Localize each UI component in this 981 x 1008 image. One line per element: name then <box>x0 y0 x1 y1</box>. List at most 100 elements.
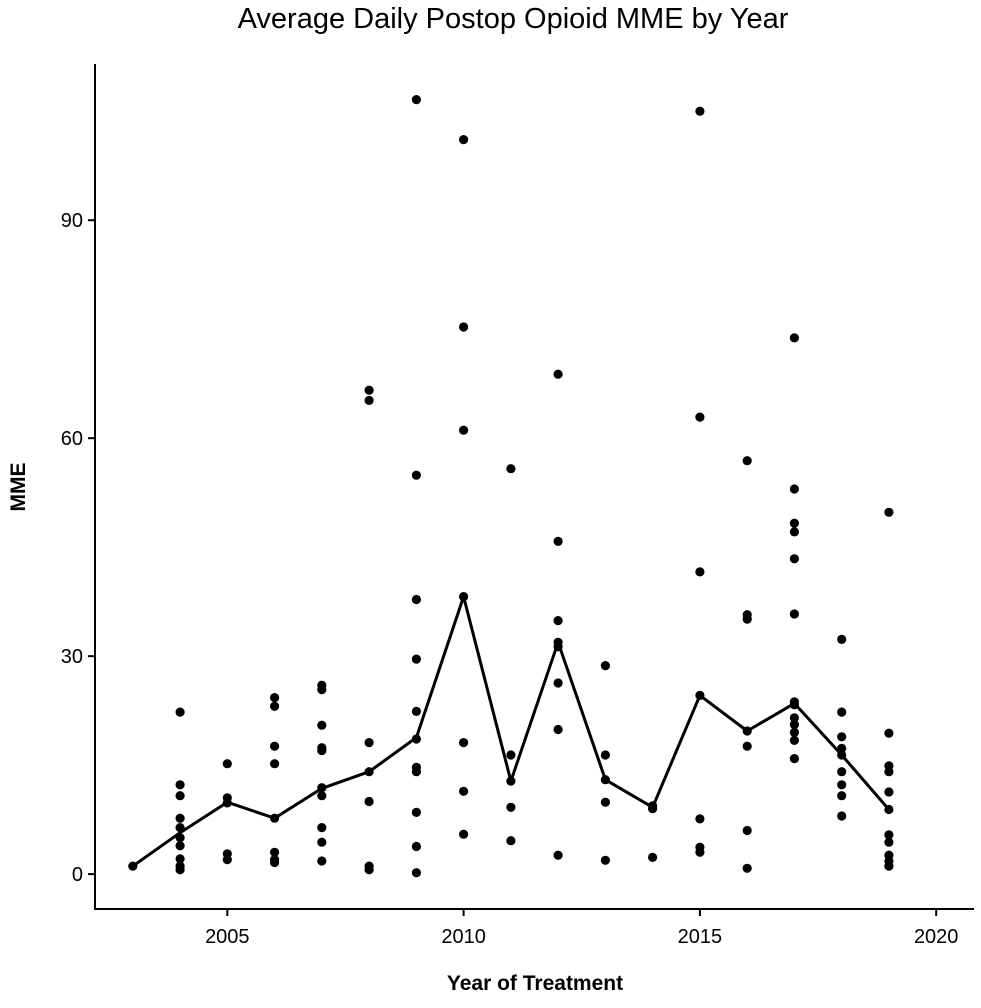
data-point <box>789 700 800 710</box>
data-point <box>506 776 516 786</box>
data-point <box>506 750 516 760</box>
data-point <box>411 767 421 777</box>
data-point <box>789 333 800 343</box>
data-point <box>695 847 705 857</box>
data-point <box>884 767 894 777</box>
data-point <box>175 707 185 717</box>
mean-line <box>131 595 891 868</box>
data-point <box>837 791 847 801</box>
data-point <box>553 642 563 652</box>
data-point <box>695 567 705 577</box>
data-point <box>175 791 185 801</box>
data-point <box>742 726 752 736</box>
data-point <box>222 759 232 769</box>
data-point <box>222 855 232 865</box>
data-point <box>553 616 563 626</box>
axes: 0 30 60 90 2005 2010 2015 2020 <box>61 64 974 948</box>
data-point <box>317 856 327 866</box>
y-tick-label: 60 <box>61 428 83 450</box>
plot-area <box>128 95 894 878</box>
data-point <box>317 720 327 730</box>
y-ticks: 0 30 60 90 <box>61 210 95 886</box>
data-point <box>695 412 705 422</box>
data-point <box>884 804 894 815</box>
data-point <box>837 811 847 821</box>
data-point <box>742 741 752 751</box>
data-point <box>317 685 327 695</box>
data-point <box>364 385 374 395</box>
data-point <box>742 614 752 624</box>
data-point <box>789 754 800 764</box>
y-tick-label: 0 <box>72 864 83 886</box>
x-ticks: 2005 2010 2015 2020 <box>205 909 958 948</box>
data-point <box>270 701 280 711</box>
x-tick-label: 2020 <box>914 926 959 948</box>
data-point <box>270 857 280 868</box>
y-axis-title: MME <box>7 463 30 512</box>
data-point <box>270 759 280 769</box>
data-point <box>884 507 894 517</box>
data-point <box>411 594 421 605</box>
data-point <box>789 609 800 619</box>
data-point <box>553 850 563 860</box>
data-point <box>411 470 421 480</box>
data-point <box>884 830 894 840</box>
data-point <box>600 855 611 865</box>
data-point <box>175 823 185 833</box>
data-point <box>553 678 563 688</box>
data-point <box>270 847 280 857</box>
data-point <box>411 868 421 878</box>
data-point <box>789 484 800 494</box>
data-point <box>648 804 658 814</box>
data-point <box>411 654 421 664</box>
data-point <box>411 95 421 105</box>
data-point <box>600 775 611 785</box>
data-point <box>364 796 374 807</box>
data-point <box>695 106 705 116</box>
data-point <box>364 767 374 777</box>
data-point <box>837 767 847 777</box>
data-point <box>364 738 374 748</box>
data-point <box>270 741 280 751</box>
data-point <box>459 425 469 435</box>
x-tick-label: 2010 <box>441 926 486 948</box>
data-point <box>411 706 421 717</box>
data-point <box>837 634 847 645</box>
y-tick-label: 90 <box>61 210 83 232</box>
data-point <box>317 823 327 833</box>
y-tick-label: 30 <box>61 646 83 668</box>
data-point <box>695 814 705 824</box>
data-point <box>270 693 280 703</box>
data-point <box>459 322 469 332</box>
x-tick-label: 2015 <box>678 926 723 948</box>
data-point <box>742 863 752 873</box>
data-point <box>789 727 800 738</box>
data-point <box>837 780 847 790</box>
data-point <box>317 791 327 801</box>
data-point <box>553 724 563 735</box>
data-point <box>695 690 705 701</box>
data-point <box>175 780 185 790</box>
data-point <box>600 797 611 807</box>
data-point <box>459 829 469 839</box>
data-point <box>317 746 327 756</box>
data-point <box>742 456 752 466</box>
data-point <box>506 464 516 474</box>
data-point <box>317 783 327 793</box>
data-point <box>742 825 752 836</box>
data-point <box>459 135 469 145</box>
data-point <box>459 592 469 602</box>
data-point <box>789 735 800 746</box>
data-point <box>175 833 185 843</box>
data-point <box>884 787 894 797</box>
data-point <box>364 395 374 405</box>
data-point <box>789 713 800 723</box>
data-point <box>411 807 421 818</box>
data-point <box>364 865 374 875</box>
data-point <box>175 841 185 851</box>
data-point <box>459 738 469 748</box>
data-point <box>506 836 516 846</box>
data-point <box>884 728 894 738</box>
